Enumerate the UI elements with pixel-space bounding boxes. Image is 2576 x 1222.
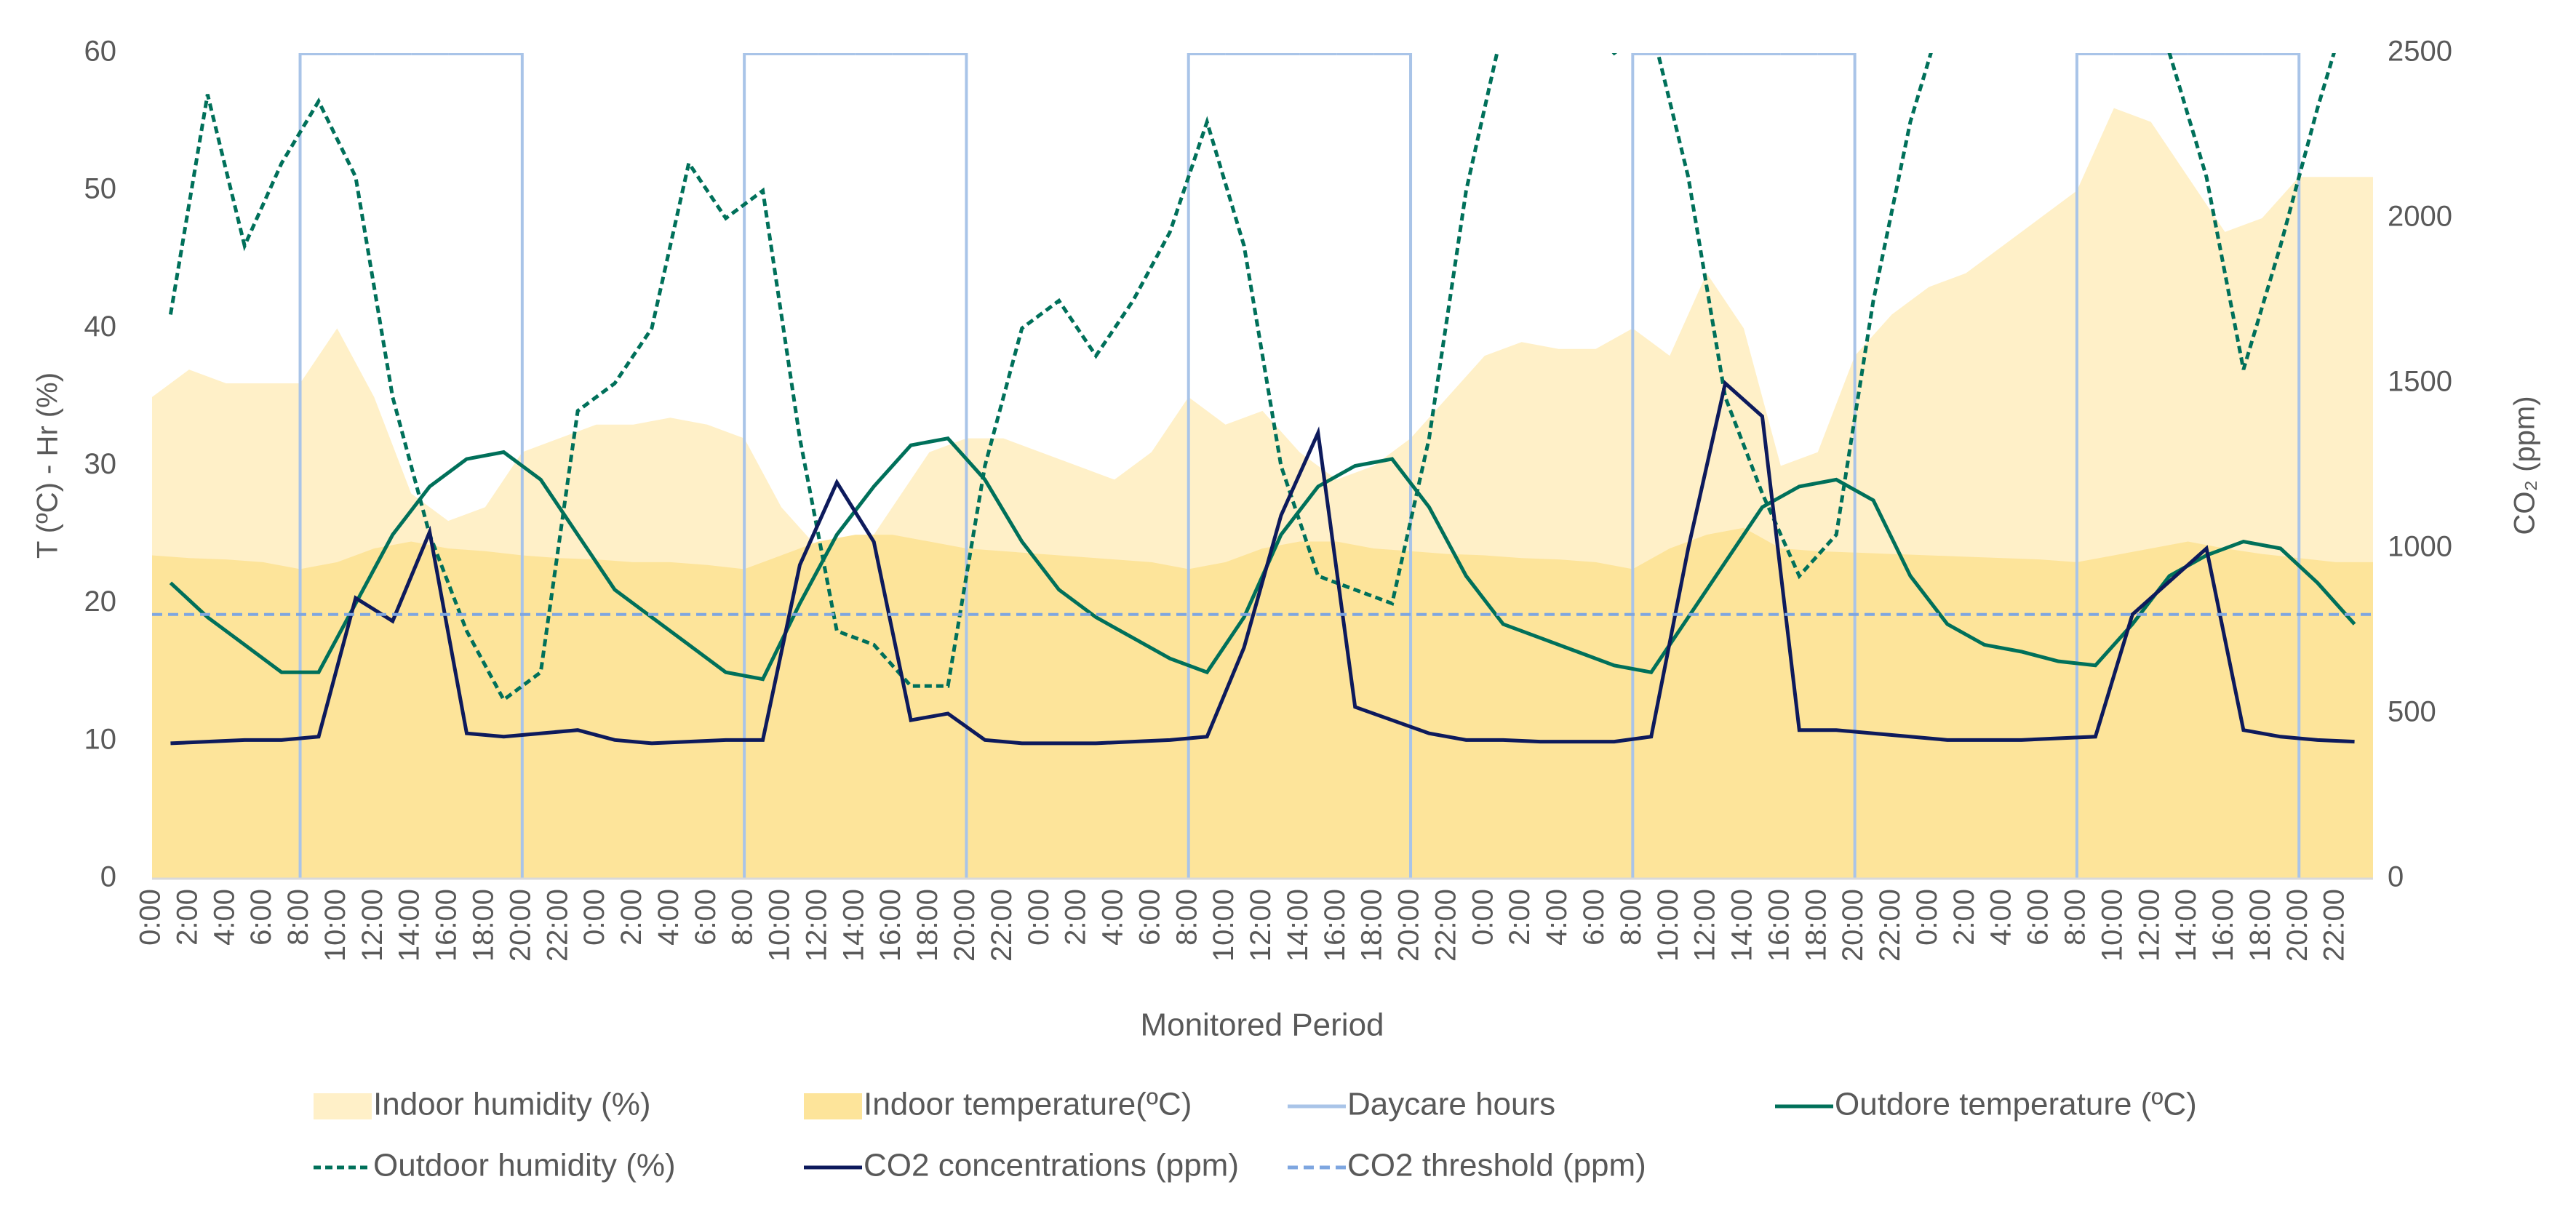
x-tick-label: 16:00 xyxy=(1763,889,1795,962)
x-tick-label: 12:00 xyxy=(1689,889,1721,962)
x-tick-label: 8:00 xyxy=(1615,889,1647,946)
x-axis-title: Monitored Period xyxy=(1140,1007,1384,1043)
x-tick-label: 10:00 xyxy=(764,889,796,962)
x-tick-label: 20:00 xyxy=(949,889,981,962)
y-tick-label: 40 xyxy=(84,311,117,343)
x-tick-label: 6:00 xyxy=(1578,889,1610,946)
x-tick-label: 16:00 xyxy=(1319,889,1351,962)
x-tick-label: 2:00 xyxy=(615,889,647,946)
legend-label: Outdore temperature (ºC) xyxy=(1835,1087,2197,1122)
legend-label: Daycare hours xyxy=(1347,1087,1555,1122)
x-tick-label: 22:00 xyxy=(2318,889,2350,962)
x-tick-label: 20:00 xyxy=(504,889,536,962)
x-tick-label: 20:00 xyxy=(1837,889,1869,962)
x-tick-label: 12:00 xyxy=(2133,889,2165,962)
x-tick-label: 14:00 xyxy=(837,889,869,962)
x-tick-label: 18:00 xyxy=(468,889,500,962)
x-tick-label: 0:00 xyxy=(1023,889,1055,946)
x-tick-label: 4:00 xyxy=(1097,889,1129,946)
x-tick-label: 2:00 xyxy=(1948,889,1980,946)
x-tick-label: 20:00 xyxy=(1393,889,1425,962)
y2-tick-label: 500 xyxy=(2388,696,2436,728)
x-tick-label: 22:00 xyxy=(1874,889,1906,962)
x-tick-label: 10:00 xyxy=(1652,889,1684,962)
y2-tick-label: 1000 xyxy=(2388,531,2452,563)
legend-label: CO2 threshold (ppm) xyxy=(1347,1148,1646,1183)
y2-tick-label: 0 xyxy=(2388,861,2404,893)
x-tick-label: 14:00 xyxy=(2170,889,2202,962)
line xyxy=(170,380,2355,746)
x-tick-label: 10:00 xyxy=(2096,889,2128,962)
legend-label: CO2 concentrations (ppm) xyxy=(864,1148,1239,1183)
x-tick-label: 12:00 xyxy=(356,889,388,962)
x-tick-label: 18:00 xyxy=(912,889,944,962)
x-tick-label: 20:00 xyxy=(2281,889,2313,962)
x-tick-label: 22:00 xyxy=(541,889,573,962)
y-tick-label: 20 xyxy=(84,586,117,618)
x-tick-label: 4:00 xyxy=(208,889,240,946)
x-tick-label: 22:00 xyxy=(1429,889,1462,962)
x-tick-label: 14:00 xyxy=(1726,889,1758,962)
y-axis-title: T (ºC) - Hr (%) xyxy=(32,372,64,559)
x-tick-label: 18:00 xyxy=(1356,889,1388,962)
y2-axis-title: CO₂ (ppm) xyxy=(2509,396,2541,535)
legend-label: Outdoor humidity (%) xyxy=(373,1148,676,1183)
x-tick-label: 6:00 xyxy=(1133,889,1165,946)
x-tick-label: 8:00 xyxy=(282,889,314,946)
x-tick-label: 16:00 xyxy=(874,889,906,962)
x-tick-label: 0:00 xyxy=(578,889,610,946)
y-tick-label: 0 xyxy=(100,861,116,893)
x-tick-label: 8:00 xyxy=(1171,889,1203,946)
plot-area xyxy=(152,53,2373,879)
x-tick-label: 10:00 xyxy=(1208,889,1240,962)
x-tick-label: 0:00 xyxy=(135,889,167,946)
x-tick-label: 8:00 xyxy=(2059,889,2091,946)
x-tick-label: 14:00 xyxy=(394,889,426,962)
legend-label: Indoor humidity (%) xyxy=(373,1087,650,1122)
x-tick-label: 0:00 xyxy=(1467,889,1499,946)
x-tick-label: 16:00 xyxy=(431,889,463,962)
y-tick-label: 30 xyxy=(84,448,117,480)
x-tick-label: 8:00 xyxy=(727,889,759,946)
y-tick-label: 60 xyxy=(84,36,117,68)
x-tick-label: 14:00 xyxy=(1282,889,1314,962)
x-tick-label: 6:00 xyxy=(245,889,277,946)
y2-tick-label: 2500 xyxy=(2388,36,2452,68)
y2-tick-label: 2000 xyxy=(2388,201,2452,233)
legend-swatch xyxy=(804,1093,862,1119)
x-tick-label: 22:00 xyxy=(986,889,1018,962)
line xyxy=(168,53,2336,703)
x-tick-label: 16:00 xyxy=(2207,889,2239,962)
x-tick-label: 4:00 xyxy=(653,889,685,946)
x-tick-label: 18:00 xyxy=(2244,889,2276,962)
y-tick-label: 50 xyxy=(84,173,117,205)
legend-label: Indoor temperature(ºC) xyxy=(864,1087,1192,1122)
legend-swatch xyxy=(314,1093,372,1119)
x-tick-label: 6:00 xyxy=(690,889,722,946)
x-tick-label: 6:00 xyxy=(2022,889,2054,946)
x-tick-label: 10:00 xyxy=(319,889,351,962)
x-tick-label: 2:00 xyxy=(171,889,203,946)
x-tick-label: 0:00 xyxy=(1911,889,1943,946)
y-tick-label: 10 xyxy=(84,723,117,755)
y2-tick-label: 1500 xyxy=(2388,366,2452,398)
x-tick-label: 2:00 xyxy=(1504,889,1536,946)
x-tick-label: 4:00 xyxy=(1985,889,2017,946)
x-tick-label: 18:00 xyxy=(1800,889,1832,962)
x-tick-label: 4:00 xyxy=(1541,889,1573,946)
x-tick-label: 12:00 xyxy=(1245,889,1277,962)
x-tick-label: 12:00 xyxy=(800,889,832,962)
x-tick-label: 2:00 xyxy=(1060,889,1092,946)
